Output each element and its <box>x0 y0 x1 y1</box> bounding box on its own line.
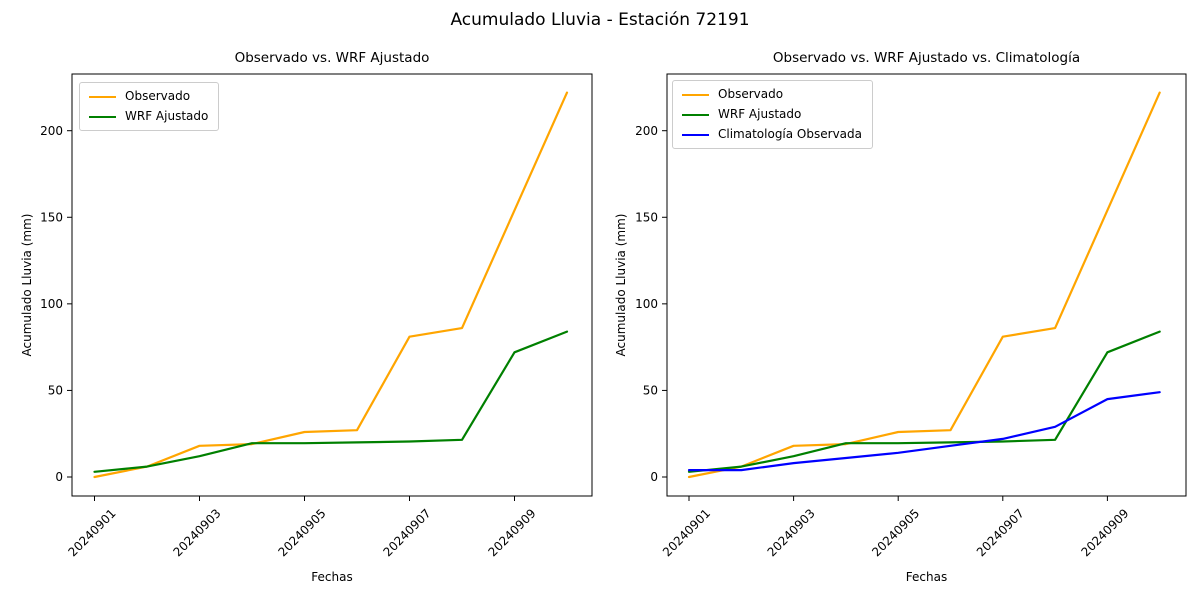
observado-line-swatch <box>682 93 709 96</box>
y-tick-label: 200 <box>40 124 63 138</box>
x-tick-label: 20240909 <box>1078 506 1131 559</box>
x-tick-label: 20240901 <box>660 506 713 559</box>
right-chart-legend: Observado WRF Ajustado Climatología Obse… <box>672 80 873 149</box>
x-tick-label: 20240905 <box>276 506 329 559</box>
series-line-observado <box>687 91 1161 479</box>
y-tick-label: 150 <box>635 210 658 224</box>
series-line-wrf-ajustado <box>687 330 1161 473</box>
right-chart-title: Observado vs. WRF Ajustado vs. Climatolo… <box>772 50 1081 66</box>
climatologia-line-swatch <box>682 133 709 136</box>
legend-item-observado: Observado <box>89 89 208 104</box>
x-tick-label: 20240907 <box>381 506 434 559</box>
axes-frame <box>666 73 1187 497</box>
x-tick-label: 20240901 <box>66 506 119 559</box>
left-chart-title: Observado vs. WRF Ajustado <box>234 50 430 66</box>
x-tick-label: 20240903 <box>765 506 818 559</box>
legend-item-climatologia-observada: Climatología Observada <box>682 127 862 142</box>
legend-label: Observado <box>718 87 784 101</box>
series-line-observado <box>93 91 569 479</box>
y-tick-label: 100 <box>40 297 63 311</box>
legend-item-wrf-ajustado: WRF Ajustado <box>89 109 208 124</box>
y-tick-label: 150 <box>40 210 63 224</box>
wrf-ajustado-line-swatch <box>89 115 116 118</box>
left-y-axis-label: Acumulado Lluvia (mm) <box>20 213 34 357</box>
left-chart-legend: Observado WRF Ajustado <box>79 82 220 131</box>
series-line-climatolog-a-observada <box>687 391 1161 472</box>
y-tick-label: 200 <box>635 124 658 138</box>
y-tick-label: 50 <box>48 384 63 398</box>
axes-frame <box>71 73 593 497</box>
x-tick-label: 20240909 <box>486 506 539 559</box>
observado-line-swatch <box>89 95 116 98</box>
figure-title: Acumulado Lluvia - Estación 72191 <box>450 10 750 30</box>
y-tick-label: 100 <box>635 297 658 311</box>
legend-label: Observado <box>125 89 191 103</box>
y-tick-label: 0 <box>55 470 63 484</box>
x-tick-label: 20240905 <box>869 506 922 559</box>
y-tick-label: 50 <box>643 384 658 398</box>
legend-label: Climatología Observada <box>718 127 862 141</box>
wrf-ajustado-line-swatch <box>682 113 709 116</box>
right-y-axis-label: Acumulado Lluvia (mm) <box>614 213 628 357</box>
x-tick-label: 20240903 <box>171 506 224 559</box>
left-x-axis-label: Fechas <box>311 570 353 584</box>
legend-item-wrf-ajustado: WRF Ajustado <box>682 107 862 122</box>
legend-label: WRF Ajustado <box>718 107 802 121</box>
x-tick-label: 20240907 <box>974 506 1027 559</box>
legend-label: WRF Ajustado <box>125 109 209 123</box>
y-tick-label: 0 <box>650 470 658 484</box>
series-line-wrf-ajustado <box>93 330 569 473</box>
right-x-axis-label: Fechas <box>905 570 948 584</box>
legend-item-observado: Observado <box>682 87 862 102</box>
